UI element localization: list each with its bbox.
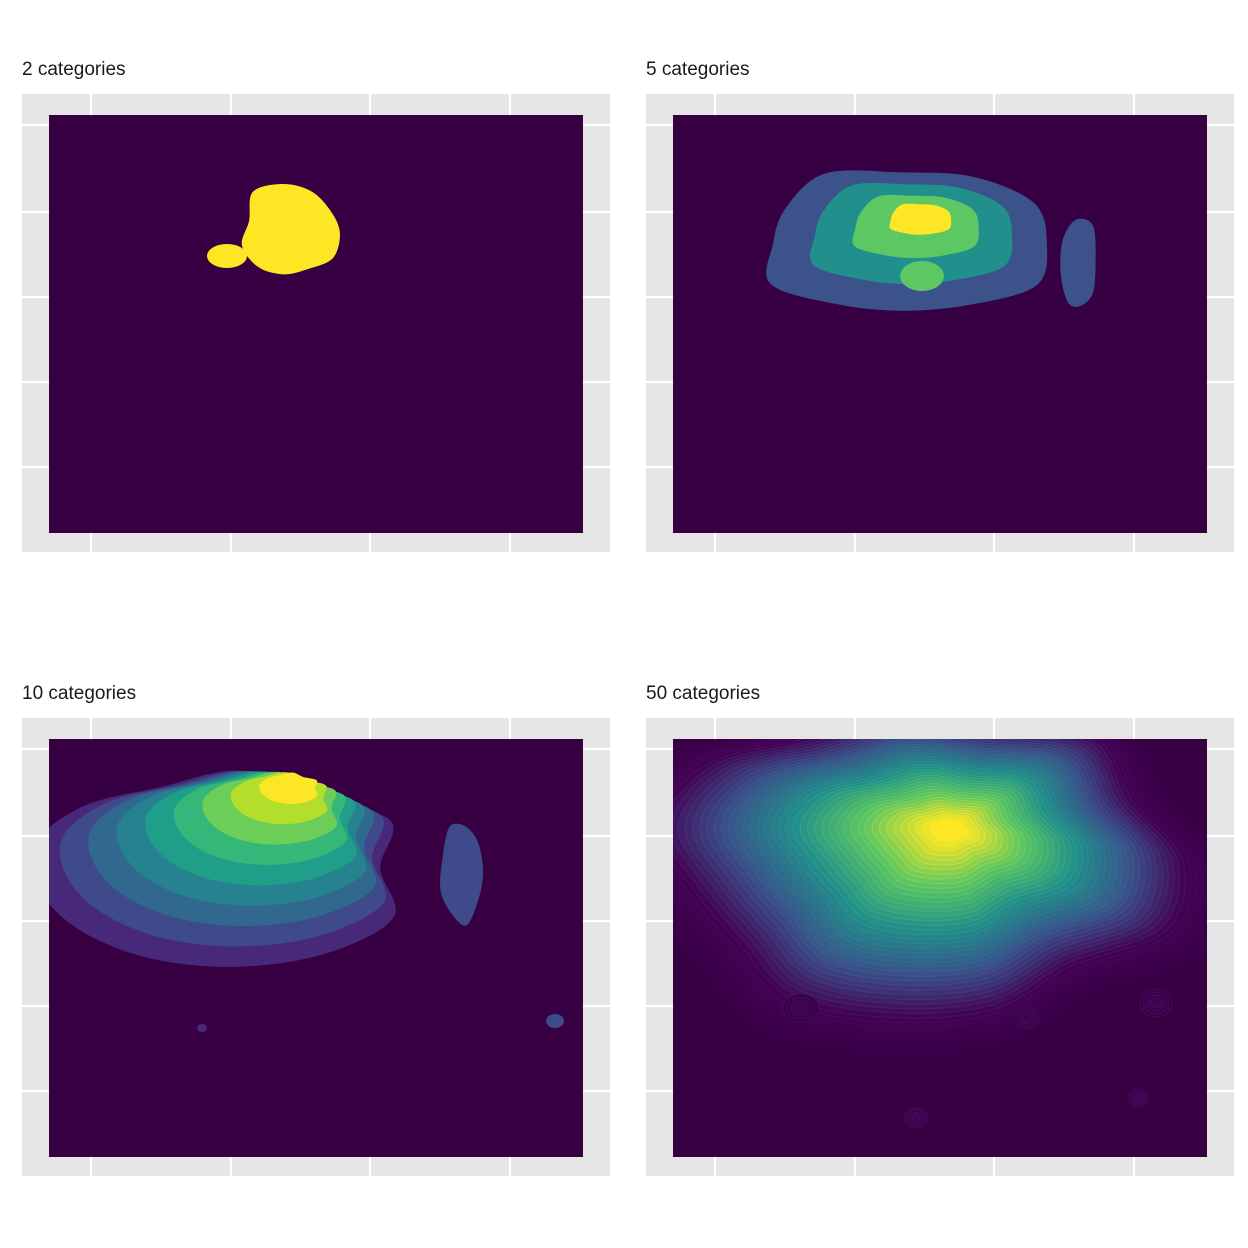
panel-title: 50 categories [646, 683, 761, 704]
density-raster [49, 115, 583, 533]
density-level-3 [900, 261, 944, 291]
density-level-local [1020, 1014, 1032, 1022]
panel-2-categories: 2 categories [22, 58, 610, 618]
density-level-9 [259, 772, 318, 804]
panel-title: 2 categories [22, 59, 126, 80]
density-level-local [673, 876, 678, 890]
density-level-2 [546, 1014, 564, 1028]
panel-10-categories: 10 categories [22, 682, 610, 1242]
plot-area [22, 94, 610, 552]
density-level-local [794, 1002, 808, 1014]
panel-50-categories: 50 categories [646, 682, 1234, 1242]
density-level-1 [241, 183, 340, 275]
density-level-local [1150, 997, 1162, 1009]
density-level-local [911, 1114, 921, 1122]
density-plot [22, 94, 610, 552]
panel-title: 10 categories [22, 683, 137, 704]
plot-area [646, 94, 1234, 552]
density-raster [673, 739, 1207, 1157]
density-plot [646, 718, 1234, 1176]
density-raster [673, 115, 1207, 533]
density-level-48 [929, 819, 969, 843]
density-raster [49, 739, 583, 1157]
density-plot [22, 718, 610, 1176]
density-level-local [1134, 1094, 1142, 1102]
density-level-1 [207, 244, 247, 268]
panel-5-categories: 5 categories [646, 58, 1234, 618]
density-level-1 [197, 1024, 207, 1032]
plot-area [22, 718, 610, 1176]
density-level-0 [49, 115, 583, 533]
density-level-4 [889, 203, 952, 235]
panel-title: 5 categories [646, 59, 750, 80]
density-plot [646, 94, 1234, 552]
density-level-2 [440, 823, 484, 926]
density-level-local [673, 879, 675, 887]
plot-area [646, 718, 1234, 1176]
density-level-1 [1060, 218, 1096, 307]
